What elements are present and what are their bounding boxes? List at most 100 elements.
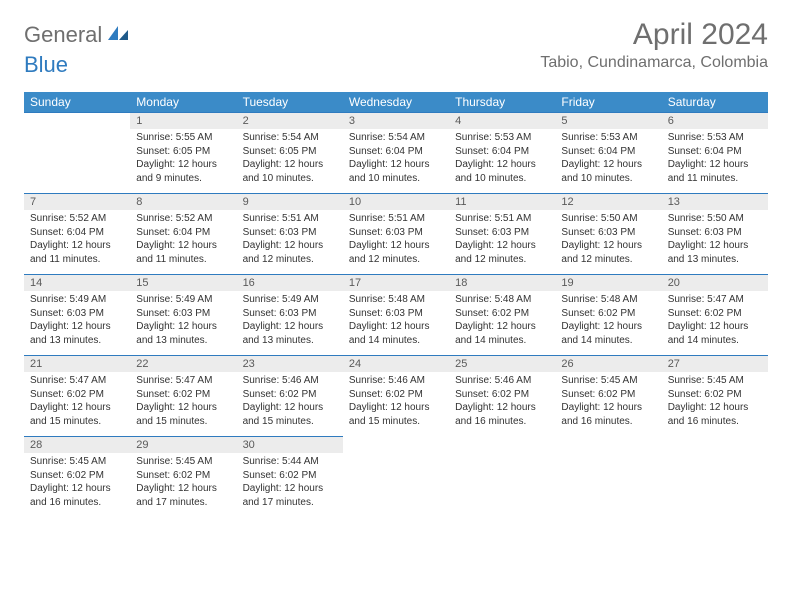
sunset-text: Sunset: 6:03 PM: [136, 307, 230, 321]
day-body: Sunrise: 5:54 AMSunset: 6:05 PMDaylight:…: [237, 129, 343, 193]
day-body-empty: [24, 129, 130, 193]
daylight-text: Daylight: 12 hours and 17 minutes.: [243, 482, 337, 509]
weekday-header: Sunday: [24, 92, 130, 113]
daylight-text: Daylight: 12 hours and 17 minutes.: [136, 482, 230, 509]
calendar-day-cell: 29Sunrise: 5:45 AMSunset: 6:02 PMDayligh…: [130, 437, 236, 518]
day-body: Sunrise: 5:46 AMSunset: 6:02 PMDaylight:…: [237, 372, 343, 436]
calendar-day-cell: 20Sunrise: 5:47 AMSunset: 6:02 PMDayligh…: [662, 275, 768, 356]
sunset-text: Sunset: 6:03 PM: [30, 307, 124, 321]
sunrise-text: Sunrise: 5:46 AM: [243, 374, 337, 388]
daylight-text: Daylight: 12 hours and 11 minutes.: [30, 239, 124, 266]
location-text: Tabio, Cundinamarca, Colombia: [540, 54, 768, 72]
sunset-text: Sunset: 6:04 PM: [136, 226, 230, 240]
day-number: 10: [343, 194, 449, 210]
day-body: Sunrise: 5:50 AMSunset: 6:03 PMDaylight:…: [555, 210, 661, 274]
logo-text-blue: Blue: [24, 52, 68, 78]
day-body: Sunrise: 5:53 AMSunset: 6:04 PMDaylight:…: [662, 129, 768, 193]
day-number: 4: [449, 113, 555, 129]
calendar-day-cell: 17Sunrise: 5:48 AMSunset: 6:03 PMDayligh…: [343, 275, 449, 356]
day-number: 18: [449, 275, 555, 291]
day-number: 15: [130, 275, 236, 291]
day-body: Sunrise: 5:48 AMSunset: 6:02 PMDaylight:…: [449, 291, 555, 355]
day-body: Sunrise: 5:51 AMSunset: 6:03 PMDaylight:…: [343, 210, 449, 274]
daylight-text: Daylight: 12 hours and 12 minutes.: [349, 239, 443, 266]
day-number: 24: [343, 356, 449, 372]
sunset-text: Sunset: 6:02 PM: [561, 388, 655, 402]
day-number: 23: [237, 356, 343, 372]
day-body: Sunrise: 5:49 AMSunset: 6:03 PMDaylight:…: [24, 291, 130, 355]
sunset-text: Sunset: 6:05 PM: [136, 145, 230, 159]
day-body: Sunrise: 5:45 AMSunset: 6:02 PMDaylight:…: [662, 372, 768, 436]
sunrise-text: Sunrise: 5:51 AM: [455, 212, 549, 226]
weekday-header: Monday: [130, 92, 236, 113]
daylight-text: Daylight: 12 hours and 14 minutes.: [349, 320, 443, 347]
sunset-text: Sunset: 6:02 PM: [561, 307, 655, 321]
sunset-text: Sunset: 6:04 PM: [349, 145, 443, 159]
calendar-day-cell: [662, 437, 768, 518]
sunset-text: Sunset: 6:02 PM: [243, 388, 337, 402]
calendar-day-cell: [343, 437, 449, 518]
day-body-empty: [555, 437, 661, 445]
weekday-header: Friday: [555, 92, 661, 113]
calendar-day-cell: 28Sunrise: 5:45 AMSunset: 6:02 PMDayligh…: [24, 437, 130, 518]
sunset-text: Sunset: 6:03 PM: [243, 307, 337, 321]
day-body: Sunrise: 5:46 AMSunset: 6:02 PMDaylight:…: [449, 372, 555, 436]
calendar-day-cell: 11Sunrise: 5:51 AMSunset: 6:03 PMDayligh…: [449, 194, 555, 275]
logo-text-general: General: [24, 22, 102, 48]
sunrise-text: Sunrise: 5:47 AM: [136, 374, 230, 388]
day-number: 7: [24, 194, 130, 210]
daylight-text: Daylight: 12 hours and 16 minutes.: [30, 482, 124, 509]
day-number: 3: [343, 113, 449, 129]
day-number: 11: [449, 194, 555, 210]
sunrise-text: Sunrise: 5:53 AM: [561, 131, 655, 145]
calendar-day-cell: 26Sunrise: 5:45 AMSunset: 6:02 PMDayligh…: [555, 356, 661, 437]
day-body: Sunrise: 5:53 AMSunset: 6:04 PMDaylight:…: [555, 129, 661, 193]
sunrise-text: Sunrise: 5:47 AM: [30, 374, 124, 388]
day-number: 8: [130, 194, 236, 210]
calendar-week-row: 14Sunrise: 5:49 AMSunset: 6:03 PMDayligh…: [24, 275, 768, 356]
calendar-day-cell: 23Sunrise: 5:46 AMSunset: 6:02 PMDayligh…: [237, 356, 343, 437]
daylight-text: Daylight: 12 hours and 14 minutes.: [668, 320, 762, 347]
daylight-text: Daylight: 12 hours and 13 minutes.: [243, 320, 337, 347]
day-body: Sunrise: 5:51 AMSunset: 6:03 PMDaylight:…: [449, 210, 555, 274]
day-number: 30: [237, 437, 343, 453]
day-number: 28: [24, 437, 130, 453]
daylight-text: Daylight: 12 hours and 13 minutes.: [136, 320, 230, 347]
day-body: Sunrise: 5:44 AMSunset: 6:02 PMDaylight:…: [237, 453, 343, 517]
sunset-text: Sunset: 6:02 PM: [668, 307, 762, 321]
calendar-day-cell: 2Sunrise: 5:54 AMSunset: 6:05 PMDaylight…: [237, 113, 343, 194]
calendar-day-cell: 4Sunrise: 5:53 AMSunset: 6:04 PMDaylight…: [449, 113, 555, 194]
logo-sail-icon: [106, 24, 130, 47]
sunrise-text: Sunrise: 5:45 AM: [30, 455, 124, 469]
weekday-header: Saturday: [662, 92, 768, 113]
sunset-text: Sunset: 6:02 PM: [136, 388, 230, 402]
daylight-text: Daylight: 12 hours and 12 minutes.: [561, 239, 655, 266]
title-block: April 2024 Tabio, Cundinamarca, Colombia: [540, 18, 768, 72]
daylight-text: Daylight: 12 hours and 15 minutes.: [349, 401, 443, 428]
day-body-empty: [449, 437, 555, 445]
day-number: 14: [24, 275, 130, 291]
daylight-text: Daylight: 12 hours and 12 minutes.: [243, 239, 337, 266]
daylight-text: Daylight: 12 hours and 11 minutes.: [668, 158, 762, 185]
calendar-week-row: 28Sunrise: 5:45 AMSunset: 6:02 PMDayligh…: [24, 437, 768, 518]
sunset-text: Sunset: 6:04 PM: [668, 145, 762, 159]
logo: General: [24, 18, 132, 48]
daylight-text: Daylight: 12 hours and 15 minutes.: [30, 401, 124, 428]
daylight-text: Daylight: 12 hours and 13 minutes.: [668, 239, 762, 266]
sunrise-text: Sunrise: 5:45 AM: [136, 455, 230, 469]
day-body: Sunrise: 5:51 AMSunset: 6:03 PMDaylight:…: [237, 210, 343, 274]
calendar-week-row: 21Sunrise: 5:47 AMSunset: 6:02 PMDayligh…: [24, 356, 768, 437]
daylight-text: Daylight: 12 hours and 10 minutes.: [349, 158, 443, 185]
sunrise-text: Sunrise: 5:50 AM: [668, 212, 762, 226]
sunset-text: Sunset: 6:03 PM: [561, 226, 655, 240]
sunrise-text: Sunrise: 5:46 AM: [455, 374, 549, 388]
daylight-text: Daylight: 12 hours and 13 minutes.: [30, 320, 124, 347]
day-body: Sunrise: 5:52 AMSunset: 6:04 PMDaylight:…: [130, 210, 236, 274]
calendar-day-cell: 19Sunrise: 5:48 AMSunset: 6:02 PMDayligh…: [555, 275, 661, 356]
day-number: 19: [555, 275, 661, 291]
calendar-week-row: 1Sunrise: 5:55 AMSunset: 6:05 PMDaylight…: [24, 113, 768, 194]
day-number: 26: [555, 356, 661, 372]
daylight-text: Daylight: 12 hours and 10 minutes.: [561, 158, 655, 185]
daylight-text: Daylight: 12 hours and 10 minutes.: [243, 158, 337, 185]
calendar-day-cell: 30Sunrise: 5:44 AMSunset: 6:02 PMDayligh…: [237, 437, 343, 518]
